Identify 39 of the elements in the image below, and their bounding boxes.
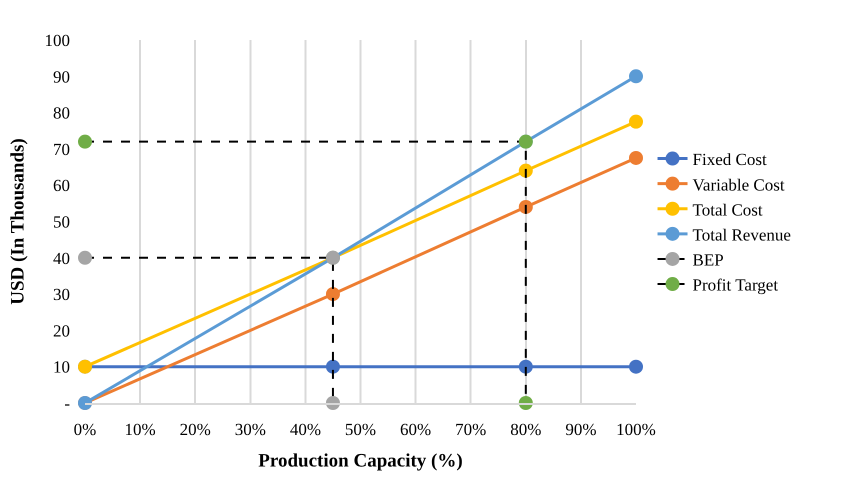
x-tick-label: 0%	[74, 420, 96, 440]
y-tick-label: 80	[53, 104, 70, 123]
point	[518, 360, 533, 374]
point	[326, 287, 340, 302]
x-tick-label: 100%	[616, 420, 656, 440]
legend-label: Fixed Cost	[692, 150, 767, 170]
x-tick-label: 60%	[400, 420, 432, 440]
legend-label: BEP	[692, 250, 724, 270]
x-tick-label: 80%	[510, 420, 542, 440]
x-tick-label: 20%	[180, 420, 211, 440]
point	[629, 69, 643, 84]
y-tick-label: 50	[53, 212, 70, 232]
x-tick-label: 50%	[344, 420, 376, 440]
y-tick-label: 60	[53, 176, 70, 196]
point	[629, 150, 643, 165]
y-tick-label: 30	[53, 285, 70, 304]
y-tick-label: 20	[53, 321, 70, 340]
y-tick-label: 40	[53, 248, 70, 268]
x-tick-label: 70%	[455, 420, 486, 440]
y-tick-label: 70	[53, 140, 70, 159]
legend-label: Profit Target	[692, 276, 778, 295]
point	[78, 134, 92, 149]
x-tick-label: 10%	[124, 420, 156, 440]
point	[78, 250, 92, 265]
legend-label: Total Revenue	[692, 225, 791, 244]
x-tick-label: 90%	[565, 420, 596, 440]
legend-label: Total Cost	[692, 200, 763, 220]
y-tick-label: 90	[53, 67, 70, 86]
x-tick-label: 30%	[234, 420, 266, 440]
point	[629, 360, 643, 374]
point	[629, 114, 643, 129]
x-tick-label: 40%	[290, 420, 321, 440]
legend-label: Variable Cost	[692, 175, 785, 194]
y-axis-title: USD (In Thousands)	[7, 138, 28, 305]
y-tick-label: 100	[44, 30, 70, 50]
x-axis-title: Production Capacity (%)	[258, 450, 463, 472]
point	[326, 360, 340, 374]
y-tick-label: 10	[53, 358, 70, 377]
y-tick-label: -	[64, 394, 70, 413]
